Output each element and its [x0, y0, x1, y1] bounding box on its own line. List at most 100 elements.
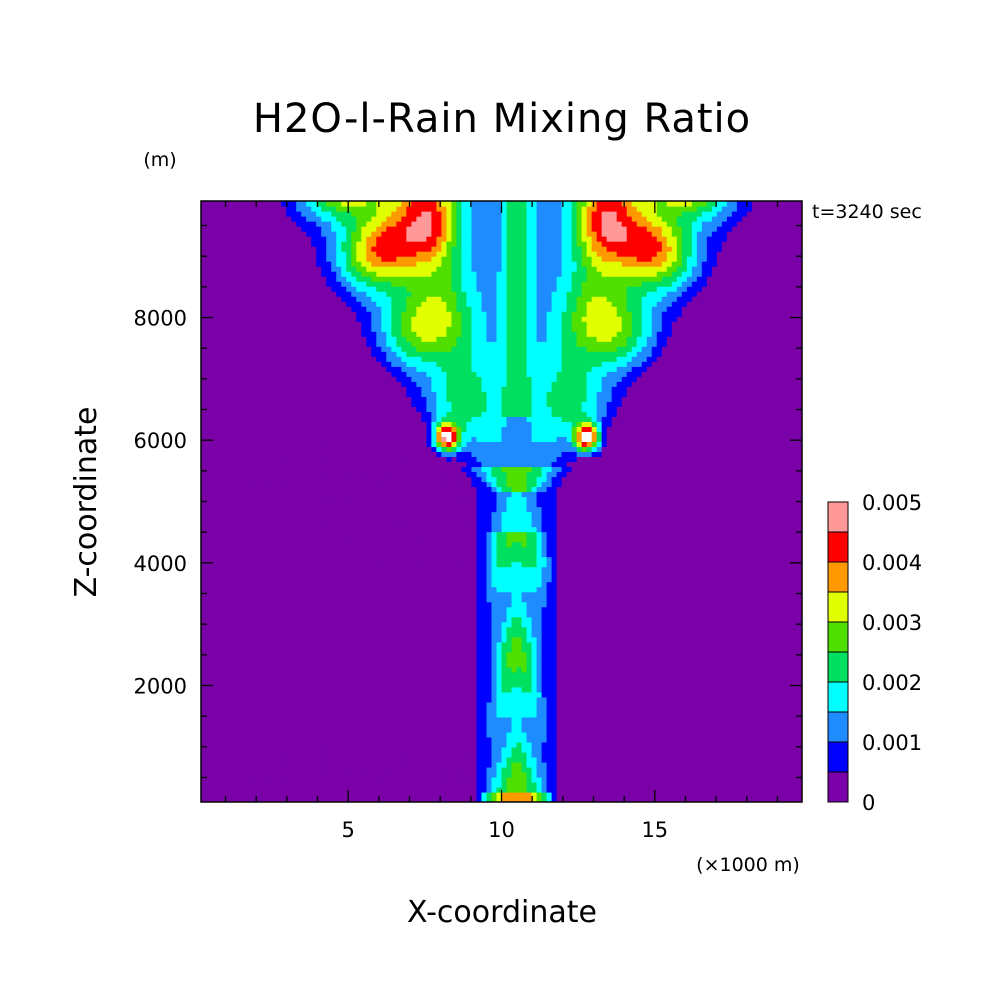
- contour-cell: [586, 776, 593, 783]
- contour-cell: [396, 621, 402, 628]
- contour-cell: [586, 766, 593, 773]
- contour-cell: [481, 701, 488, 708]
- contour-cell: [246, 761, 252, 768]
- contour-cell: [561, 706, 568, 713]
- contour-cell: [751, 721, 758, 728]
- contour-cell: [206, 666, 212, 673]
- contour-cell: [306, 621, 312, 628]
- contour-cell: [696, 641, 703, 648]
- contour-cell: [741, 721, 748, 728]
- contour-cell: [356, 741, 362, 748]
- contour-cell: [581, 746, 588, 753]
- contour-cell: [646, 711, 653, 718]
- contour-cell: [726, 636, 733, 643]
- contour-cell: [271, 676, 277, 683]
- contour-cell: [216, 671, 222, 678]
- contour-cell: [361, 691, 367, 698]
- contour-cell: [621, 676, 628, 683]
- contour-cell: [236, 631, 242, 638]
- contour-cell: [271, 791, 277, 798]
- contour-cell: [296, 721, 302, 728]
- contour-cell: [341, 651, 347, 658]
- contour-cell: [646, 776, 653, 783]
- contour-cell: [251, 656, 257, 663]
- contour-cell: [516, 686, 523, 693]
- contour-cell: [361, 736, 367, 743]
- contour-cell: [251, 746, 257, 753]
- contour-cell: [656, 716, 663, 723]
- contour-cell: [261, 606, 267, 613]
- contour-cell: [331, 761, 337, 768]
- contour-cell: [341, 726, 347, 733]
- contour-cell: [776, 626, 783, 633]
- contour-cell: [271, 681, 277, 688]
- contour-cell: [416, 761, 422, 768]
- contour-cell: [321, 621, 327, 628]
- contour-cell: [781, 746, 788, 753]
- contour-cell: [281, 601, 287, 608]
- contour-cell: [456, 641, 463, 648]
- contour-cell: [551, 761, 558, 768]
- contour-cell: [736, 621, 743, 628]
- contour-cell: [701, 641, 708, 648]
- contour-cell: [641, 791, 648, 798]
- contour-cell: [371, 706, 377, 713]
- contour-cell: [636, 676, 643, 683]
- contour-cell: [391, 756, 397, 763]
- contour-cell: [426, 731, 432, 738]
- contour-cell: [601, 681, 608, 688]
- contour-cell: [441, 746, 448, 753]
- contour-cell: [731, 631, 738, 638]
- contour-cell: [336, 701, 342, 708]
- contour-cell: [231, 731, 237, 738]
- contour-cell: [556, 621, 563, 628]
- contour-cell: [411, 616, 417, 623]
- contour-cell: [626, 681, 633, 688]
- contour-cell: [676, 621, 683, 628]
- contour-cell: [511, 656, 518, 663]
- contour-cell: [761, 706, 768, 713]
- contour-cell: [776, 656, 783, 663]
- contour-cell: [736, 706, 743, 713]
- contour-cell: [376, 616, 382, 623]
- contour-cell: [706, 621, 713, 628]
- contour-cell: [311, 781, 317, 788]
- contour-cell: [636, 786, 643, 793]
- contour-cell: [396, 711, 402, 718]
- contour-cell: [766, 631, 773, 638]
- contour-cell: [596, 631, 603, 638]
- contour-cell: [316, 656, 322, 663]
- contour-cell: [466, 701, 473, 708]
- contour-cell: [751, 696, 758, 703]
- contour-cell: [591, 606, 598, 613]
- contour-cell: [706, 646, 713, 653]
- contour-cell: [686, 631, 693, 638]
- contour-cell: [446, 636, 453, 643]
- contour-cell: [221, 776, 227, 783]
- contour-cell: [286, 636, 292, 643]
- contour-cell: [346, 616, 352, 623]
- contour-cell: [306, 676, 312, 683]
- contour-cell: [706, 741, 713, 748]
- contour-cell: [751, 616, 758, 623]
- contour-cell: [581, 781, 588, 788]
- contour-cell: [686, 661, 693, 668]
- contour-cell: [581, 646, 588, 653]
- contour-cell: [616, 656, 623, 663]
- contour-cell: [316, 731, 322, 738]
- contour-cell: [456, 621, 463, 628]
- contour-cell: [246, 741, 252, 748]
- contour-cell: [426, 756, 432, 763]
- contour-cell: [456, 736, 463, 743]
- contour-cell: [751, 741, 758, 748]
- contour-cell: [276, 656, 282, 663]
- contour-cell: [681, 761, 688, 768]
- contour-cell: [551, 706, 558, 713]
- contour-cell: [711, 711, 718, 718]
- contour-cell: [256, 691, 262, 698]
- contour-cell: [201, 761, 207, 768]
- contour-cell: [571, 721, 578, 728]
- contour-cell: [591, 746, 598, 753]
- contour-cell: [641, 696, 648, 703]
- contour-cell: [596, 611, 603, 618]
